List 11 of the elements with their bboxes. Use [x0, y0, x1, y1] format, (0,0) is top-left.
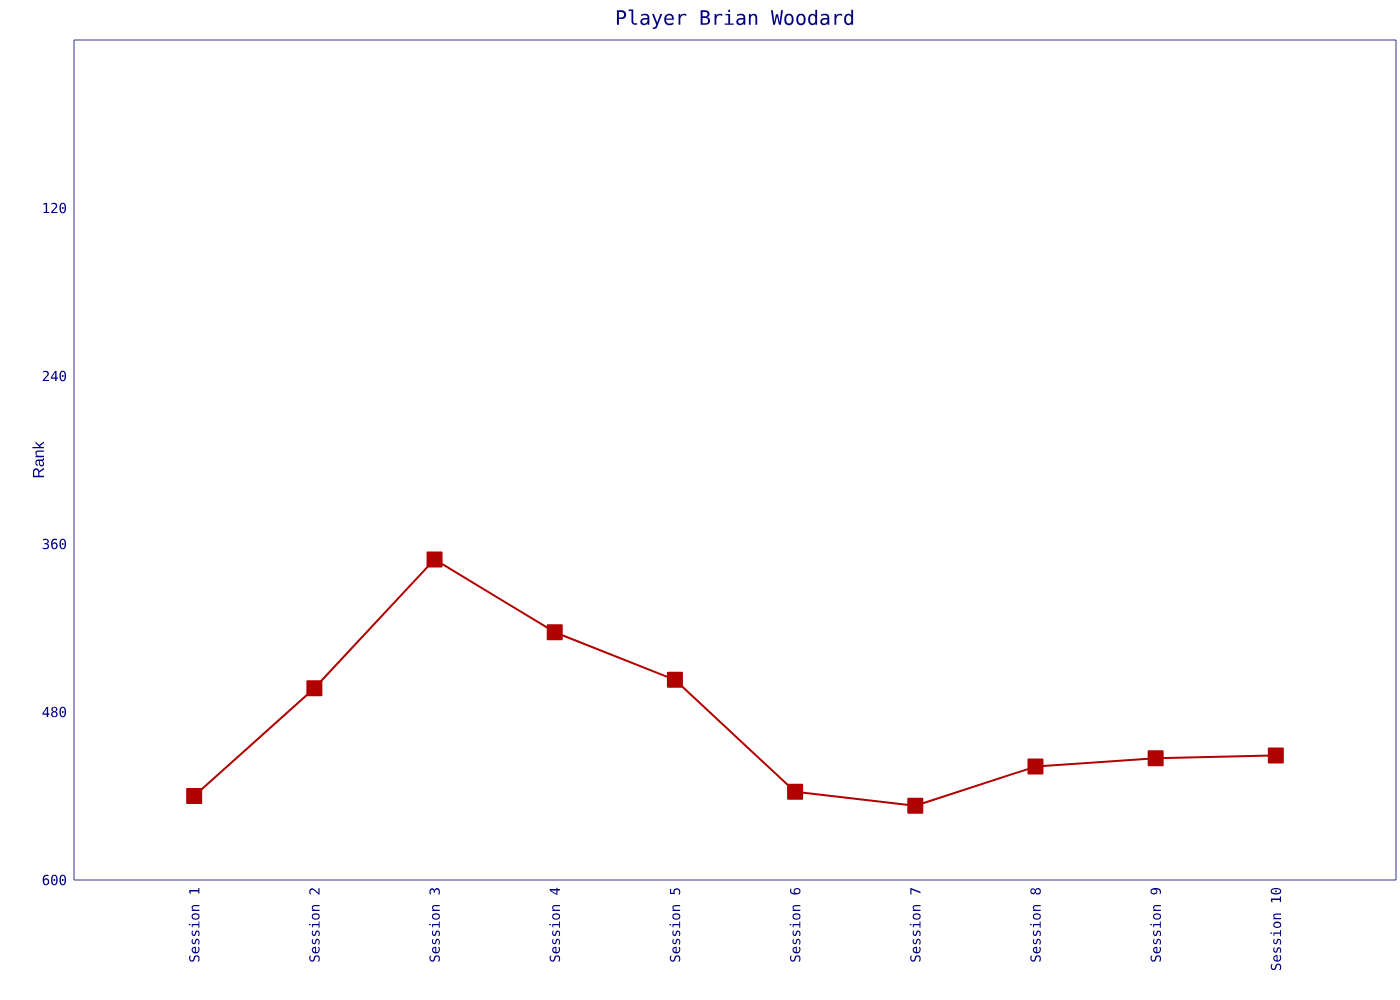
point: [1027, 758, 1044, 775]
chart-title: Player Brian Woodard: [616, 9, 854, 30]
point: [426, 551, 443, 568]
point: [546, 624, 563, 641]
point: [907, 797, 924, 814]
point: [666, 671, 683, 688]
point: [787, 783, 804, 800]
point: [1147, 750, 1164, 767]
point: [186, 788, 203, 805]
point: [1267, 747, 1284, 764]
point: [306, 680, 323, 697]
